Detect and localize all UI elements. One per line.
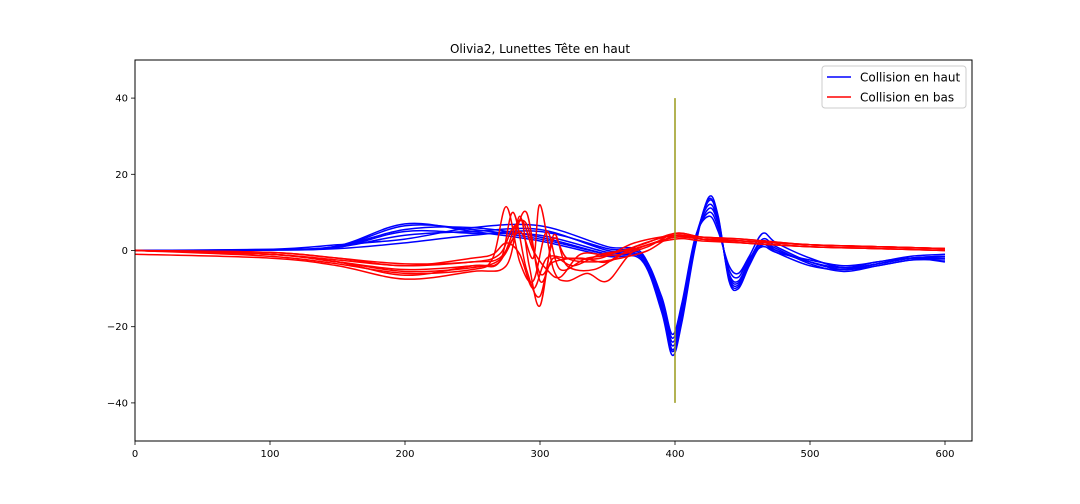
legend-box [821, 65, 967, 109]
x-tick-label: 300 [530, 449, 549, 460]
series-line-collision-en-bas-6 [134, 210, 946, 284]
y-tick-label: 20 [115, 170, 128, 181]
y-tick-label: 40 [115, 94, 128, 105]
x-tick-label: 500 [800, 449, 819, 460]
series-line-collision-en-bas-4 [134, 204, 946, 283]
x-tick-label: 0 [132, 449, 138, 460]
y-tick-label: −40 [107, 398, 128, 409]
series-line-collision-en-haut-2 [134, 195, 946, 357]
y-axis: −40 −20 0 20 40 [107, 94, 135, 409]
series-line-collision-en-bas-2 [134, 205, 946, 283]
series-line-collision-en-bas-8 [134, 219, 946, 279]
x-tick-label: 400 [665, 449, 684, 460]
series-line-collision-en-bas-7 [134, 234, 946, 290]
x-axis: 0 100 200 300 400 500 600 [132, 441, 955, 460]
y-tick-label: −20 [107, 322, 128, 333]
series-line-collision-en-haut-7 [134, 199, 946, 353]
legend: Collision en haut Collision en bas [821, 65, 967, 109]
x-tick-label: 600 [935, 449, 954, 460]
chart-title: Olivia2, Lunettes Tête en haut [450, 42, 630, 56]
legend-label-collision-en-haut: Collision en haut [860, 71, 960, 85]
x-tick-label: 100 [260, 449, 279, 460]
y-tick-label: 0 [122, 246, 128, 257]
series-layer [134, 195, 946, 357]
series-line-collision-en-haut-5 [134, 207, 946, 347]
x-tick-label: 200 [395, 449, 414, 460]
legend-label-collision-en-bas: Collision en bas [860, 91, 954, 105]
